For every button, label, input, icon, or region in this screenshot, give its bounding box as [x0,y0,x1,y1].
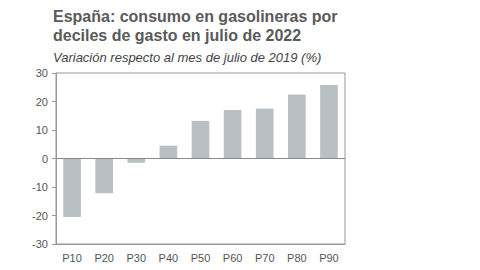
svg-text:10: 10 [36,124,48,136]
svg-text:0: 0 [42,153,48,165]
svg-text:-20: -20 [32,210,48,222]
svg-text:España: consumo en gasolineras: España: consumo en gasolineras por [53,8,342,25]
svg-text:P30: P30 [126,252,146,264]
svg-text:-30: -30 [32,238,48,250]
svg-text:P50: P50 [191,252,211,264]
svg-text:Variación respecto al mes de j: Variación respecto al mes de julio de 20… [53,50,321,65]
svg-text:30: 30 [36,67,48,79]
svg-text:P80: P80 [287,252,307,264]
svg-text:P20: P20 [94,252,114,264]
svg-text:-10: -10 [32,181,48,193]
svg-text:20: 20 [36,96,48,108]
svg-text:P10: P10 [62,252,82,264]
svg-text:P60: P60 [223,252,243,264]
svg-text:deciles de gasto en julio de 2: deciles de gasto en julio de 2022 [53,27,301,44]
svg-text:P90: P90 [319,252,339,264]
svg-text:P40: P40 [159,252,179,264]
svg-text:P70: P70 [255,252,275,264]
